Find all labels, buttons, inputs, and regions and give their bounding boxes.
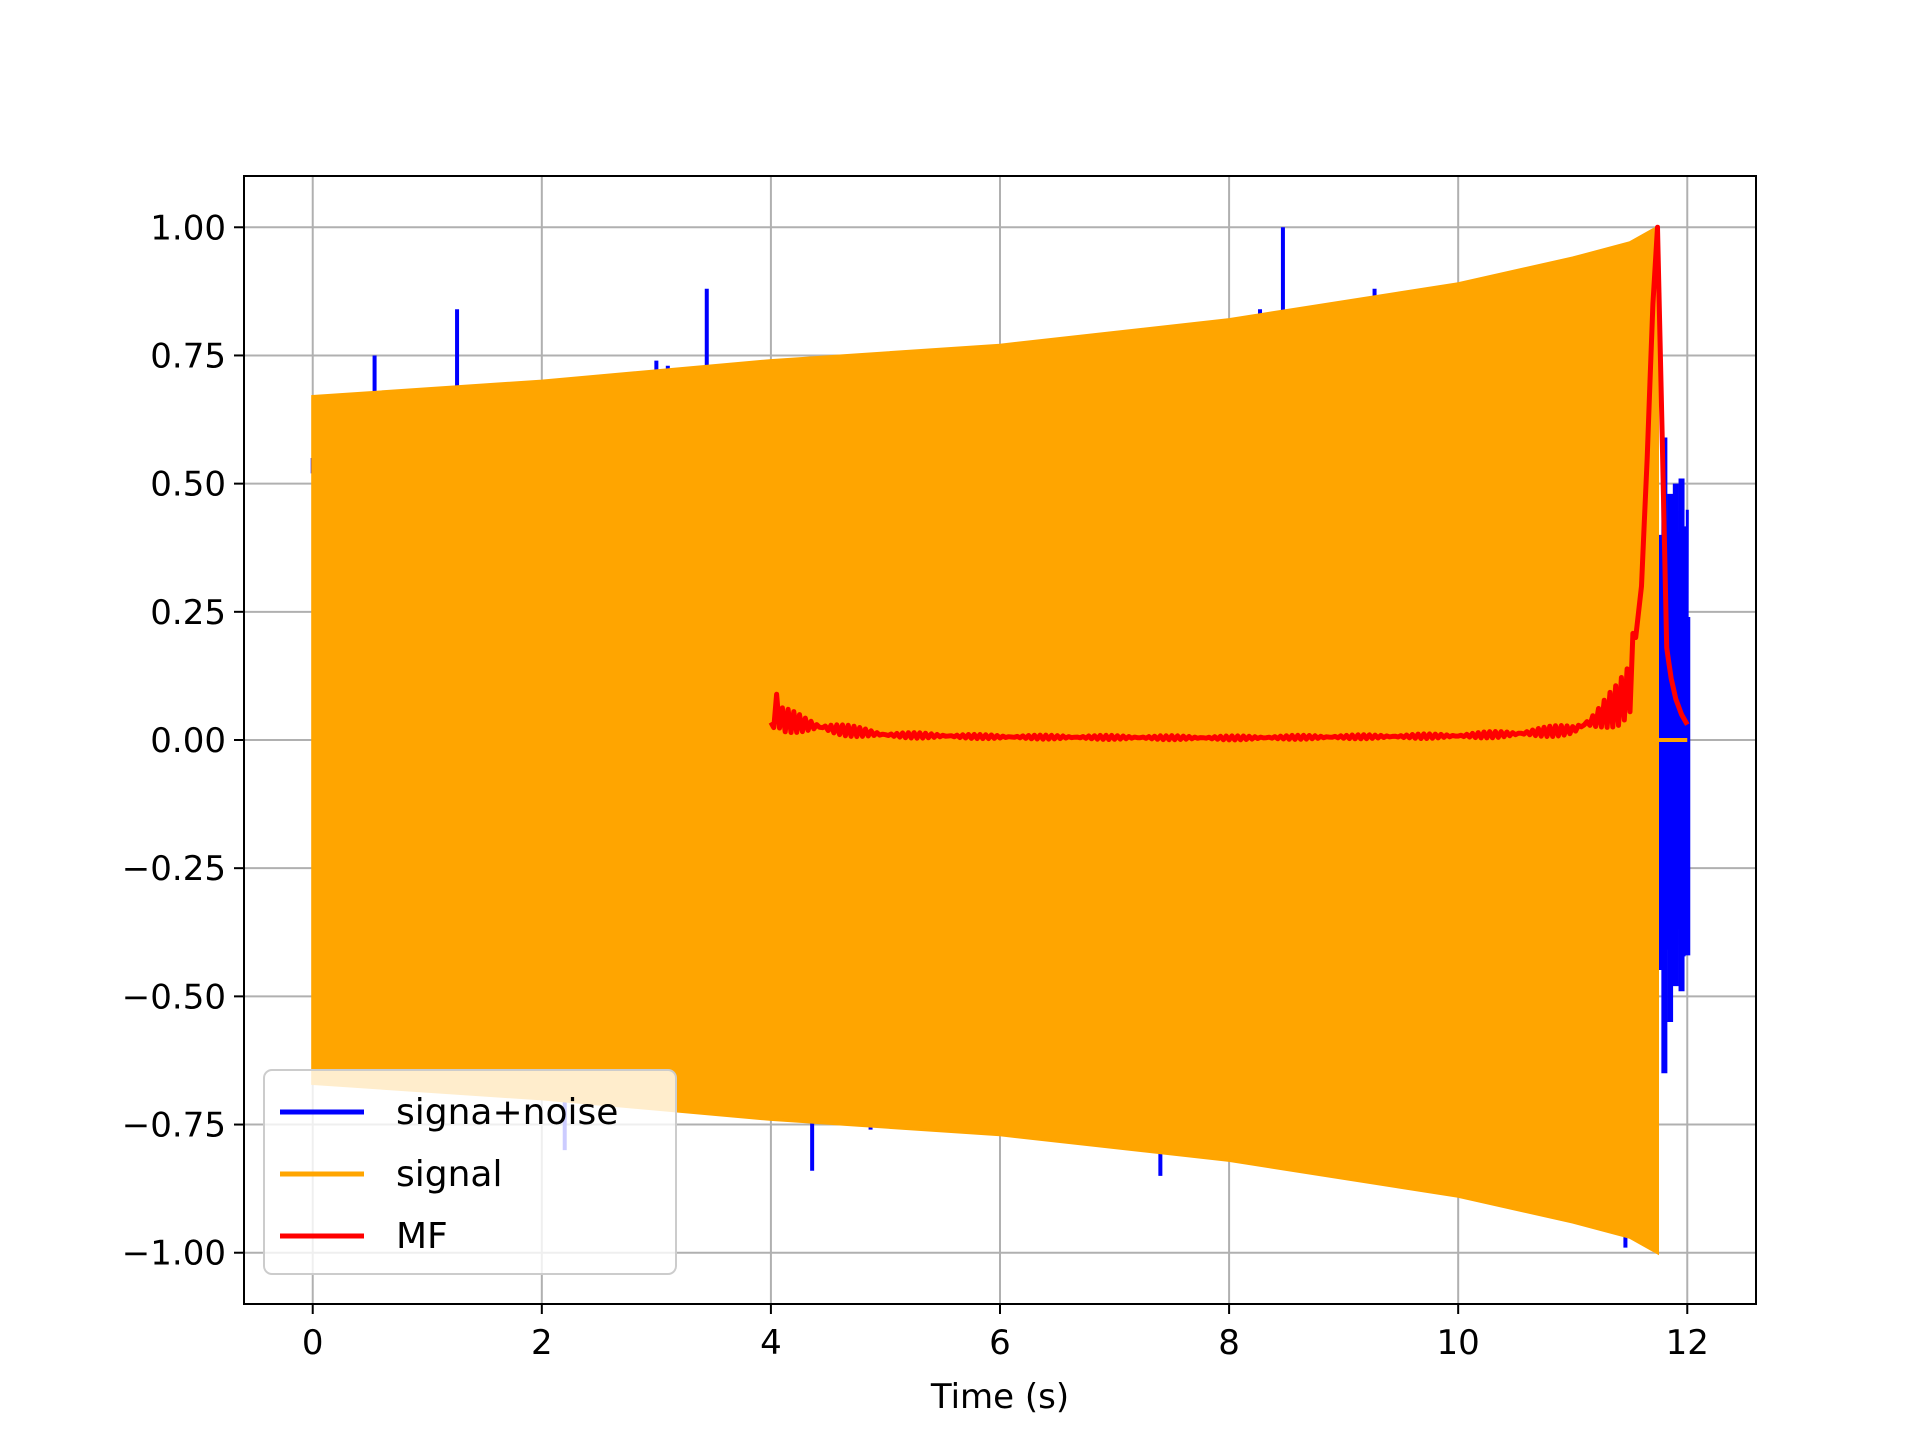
legend-box xyxy=(263,1069,677,1275)
x-tick-label: 8 xyxy=(1218,1323,1240,1363)
y-tick-label: 0.50 xyxy=(150,465,226,505)
y-tick-label: 0.75 xyxy=(150,336,226,376)
x-tick-label: 4 xyxy=(760,1323,782,1363)
signal-envelope xyxy=(311,224,1659,1256)
legend-label: signal xyxy=(396,1154,503,1195)
series-layer xyxy=(310,224,1691,1256)
x-tick-label: 10 xyxy=(1437,1323,1480,1363)
y-tick-label: −0.25 xyxy=(122,849,226,889)
legend-label: signa+noise xyxy=(396,1092,618,1133)
x-axis-label: Time (s) xyxy=(930,1377,1069,1417)
x-tick-label: 2 xyxy=(531,1323,553,1363)
legend-label: MF xyxy=(396,1216,448,1257)
x-tick-label: 12 xyxy=(1666,1323,1709,1363)
y-tick-label: 0.00 xyxy=(150,721,226,761)
y-tick-label: −1.00 xyxy=(122,1234,226,1274)
x-tick-label: 0 xyxy=(302,1323,324,1363)
y-tick-label: 0.25 xyxy=(150,593,226,633)
ticks: 0 2 4 6 8 10 12 1.00 0.75 0.50 0.25 0.00 −0.25 −0.50 −… xyxy=(122,208,1709,1363)
mf-line xyxy=(768,224,1690,743)
y-tick-label: −0.75 xyxy=(122,1106,226,1146)
y-tick-label: −0.50 xyxy=(122,977,226,1017)
x-tick-label: 6 xyxy=(989,1323,1011,1363)
noise-tail-oscillation xyxy=(1658,509,1689,971)
y-tick-label: 1.00 xyxy=(150,208,226,248)
legend: signa+noise signal MF xyxy=(263,1069,677,1275)
